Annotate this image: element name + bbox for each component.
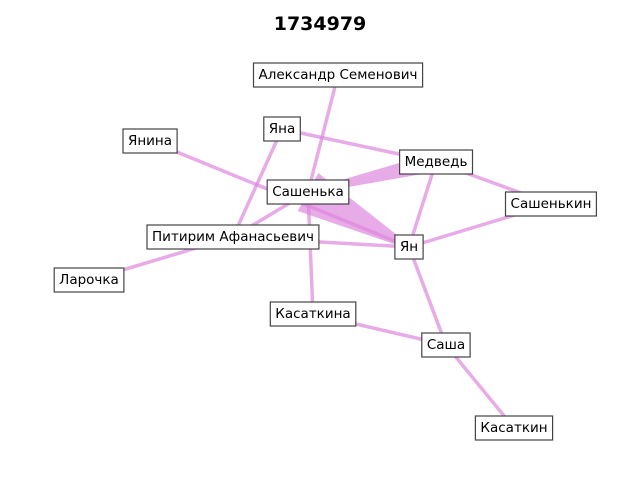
node-box — [399, 149, 474, 175]
node-yan: Ян — [394, 234, 424, 260]
edge-sashenka-kasatkina — [306, 190, 315, 316]
node-box — [269, 301, 357, 327]
edge-yan-sasha — [407, 245, 448, 347]
node-label: Ян — [400, 239, 418, 255]
edge-yana-pitirim — [231, 127, 284, 239]
node-label: Александр Семенович — [258, 67, 417, 83]
node-pitirim: Питирим Афанасьевич — [146, 224, 320, 250]
edge-layer — [87, 73, 553, 430]
node-box — [474, 415, 554, 441]
node-label: Касаткин — [480, 420, 547, 436]
node-box — [504, 191, 598, 217]
node-box — [252, 62, 424, 88]
node-box — [53, 267, 125, 293]
node-kasatkina: Касаткина — [269, 301, 357, 327]
graph-title: 1734979 — [274, 13, 367, 35]
edge-alexander-sashenka — [306, 73, 340, 194]
node-label: Сашенька — [272, 184, 344, 200]
node-medved: Медведь — [399, 149, 474, 175]
node-label: Касаткина — [275, 306, 350, 322]
node-box — [421, 332, 471, 358]
edge-medved-yan — [407, 160, 438, 249]
node-label: Ларочка — [59, 272, 119, 288]
node-label: Питирим Афанасьевич — [152, 229, 314, 245]
node-sasha: Саша — [421, 332, 471, 358]
node-box — [122, 128, 178, 154]
node-sashenkin: Сашенькин — [504, 191, 598, 217]
node-label: Сашенькин — [511, 196, 592, 212]
node-label: Яна — [269, 121, 295, 137]
node-label: Янина — [128, 133, 172, 149]
node-box — [263, 116, 301, 142]
node-sashenka: Сашенька — [266, 179, 350, 205]
node-box — [394, 234, 424, 260]
node-yana: Яна — [263, 116, 301, 142]
node-box — [266, 179, 350, 205]
node-label: Медведь — [405, 154, 468, 170]
node-alexander: Александр Семенович — [252, 62, 424, 88]
node-yanina: Янина — [122, 128, 178, 154]
node-label: Саша — [427, 337, 465, 353]
node-larochka: Ларочка — [53, 267, 125, 293]
edge-sasha-kasatkin — [444, 343, 516, 430]
node-box — [146, 224, 320, 250]
node-layer: Александр Семенович Яна Янина Медведь Сашень… — [53, 62, 598, 441]
node-kasatkin: Касаткин — [474, 415, 554, 441]
